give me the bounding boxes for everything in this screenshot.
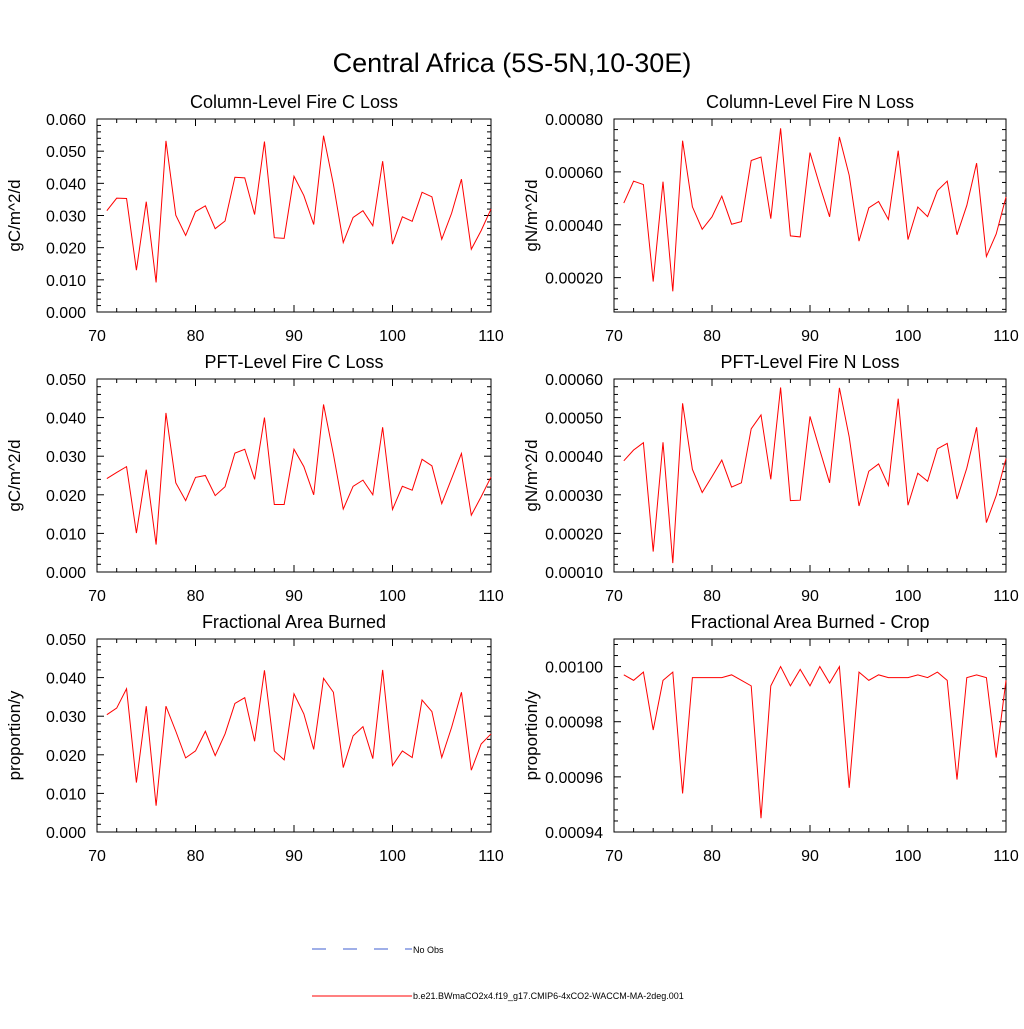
legend-label-model: b.e21.BWmaCO2x4.f19_g17.CMIP6-4xCO2-WACC… [413, 991, 684, 1001]
x-tick-label: 80 [703, 588, 721, 605]
y-tick-label: 0.050 [46, 144, 86, 161]
series-line [106, 135, 492, 283]
y-tick-label: 0.020 [46, 241, 86, 258]
panel-title: PFT-Level Fire N Loss [720, 352, 899, 372]
series-line [106, 404, 492, 545]
x-tick-label: 110 [478, 848, 504, 865]
x-tick-label: 90 [801, 588, 819, 605]
y-tick-label: 0.00094 [545, 825, 603, 842]
y-tick-label: 0.040 [46, 176, 86, 193]
y-tick-label: 0.040 [46, 671, 86, 688]
y-tick-label: 0.030 [46, 449, 86, 466]
x-tick-label: 100 [379, 588, 406, 605]
series-line [623, 128, 1007, 292]
y-tick-label: 0.010 [46, 526, 86, 543]
panel-title: Fractional Area Burned [202, 612, 386, 632]
chart-panel-2: 70 80 90 100 110 0.00020 0.00040 0.00060 0.00080… [522, 92, 1019, 345]
y-tick-label: 0.020 [46, 488, 86, 505]
series-line [623, 387, 1007, 564]
y-axis-label: gN/m^2/d [522, 179, 541, 251]
x-tick-label: 110 [478, 328, 504, 345]
panel-title: Column-Level Fire C Loss [190, 92, 398, 112]
y-tick-label: 0.00050 [545, 411, 603, 428]
x-tick-label: 90 [285, 848, 303, 865]
x-tick-label: 110 [993, 588, 1019, 605]
y-tick-label: 0.000 [46, 565, 86, 582]
y-axis-label: proportion/y [5, 690, 24, 780]
plot-frame [96, 118, 492, 313]
y-tick-label: 0.020 [46, 748, 86, 765]
x-tick-label: 70 [88, 328, 106, 345]
y-tick-label: 0.00030 [545, 488, 603, 505]
figure-title: Central Africa (5S-5N,10-30E) [333, 48, 692, 78]
plot-frame [613, 638, 1007, 833]
x-tick-label: 70 [605, 588, 623, 605]
series-line [106, 669, 492, 806]
legend-label-no-obs: No Obs [413, 945, 444, 955]
y-tick-label: 0.00020 [545, 271, 603, 288]
y-tick-label: 0.00040 [545, 218, 603, 235]
chart-panel-3: 70 80 90 100 110 0.000 0.010 0.020 0.030 0.040 0.0… [5, 352, 504, 605]
y-tick-label: 0.010 [46, 273, 86, 290]
chart-panel-1: 70 80 90 100 110 0.000 0.010 0.020 0.030 0.040 0.0… [5, 92, 504, 345]
x-tick-label: 100 [895, 328, 922, 345]
y-tick-label: 0.030 [46, 209, 86, 226]
y-tick-label: 0.010 [46, 786, 86, 803]
y-tick-label: 0.040 [46, 411, 86, 428]
x-tick-label: 90 [801, 328, 819, 345]
panel-title: PFT-Level Fire C Loss [204, 352, 383, 372]
y-tick-label: 0.00020 [545, 526, 603, 543]
y-axis-label: gN/m^2/d [522, 439, 541, 511]
y-tick-label: 0.00040 [545, 449, 603, 466]
y-tick-label: 0.050 [46, 632, 86, 649]
x-tick-label: 110 [993, 848, 1019, 865]
y-tick-label: 0.000 [46, 825, 86, 842]
panel-title: Column-Level Fire N Loss [706, 92, 914, 112]
y-axis-label: proportion/y [522, 690, 541, 780]
x-tick-label: 90 [801, 848, 819, 865]
plot-frame [613, 378, 1007, 573]
y-tick-label: 0.00096 [545, 770, 603, 787]
y-tick-label: 0.00010 [545, 565, 603, 582]
series-line [623, 664, 1007, 819]
y-tick-label: 0.00060 [545, 165, 603, 182]
x-tick-label: 100 [379, 328, 406, 345]
x-tick-label: 80 [187, 588, 205, 605]
y-tick-label: 0.00080 [545, 112, 603, 129]
x-tick-label: 100 [379, 848, 406, 865]
x-tick-label: 90 [285, 328, 303, 345]
x-tick-label: 80 [703, 848, 721, 865]
y-tick-label: 0.030 [46, 709, 86, 726]
legend: No Obs b.e21.BWmaCO2x4.f19_g17.CMIP6-4xCO… [312, 945, 684, 1001]
y-axis-label: gC/m^2/d [5, 179, 24, 251]
y-tick-label: 0.050 [46, 372, 86, 389]
x-tick-label: 80 [703, 328, 721, 345]
panel-title: Fractional Area Burned - Crop [690, 612, 929, 632]
x-tick-label: 100 [895, 588, 922, 605]
x-tick-label: 100 [895, 848, 922, 865]
x-tick-label: 80 [187, 848, 205, 865]
x-tick-label: 70 [605, 848, 623, 865]
x-tick-label: 70 [88, 588, 106, 605]
y-tick-label: 0.060 [46, 112, 86, 129]
x-tick-label: 70 [88, 848, 106, 865]
x-tick-label: 90 [285, 588, 303, 605]
x-tick-label: 110 [993, 328, 1019, 345]
chart-panel-6: 70 80 90 100 110 0.00094 0.00096 0.00098 0.00100… [522, 612, 1019, 865]
chart-panel-5: 70 80 90 100 110 0.000 0.010 0.020 0.030 0.040 0.0… [5, 612, 504, 865]
x-tick-label: 110 [478, 588, 504, 605]
y-tick-label: 0.00060 [545, 372, 603, 389]
x-tick-label: 80 [187, 328, 205, 345]
x-tick-label: 70 [605, 328, 623, 345]
y-tick-label: 0.00098 [545, 715, 603, 732]
y-axis-label: gC/m^2/d [5, 439, 24, 511]
chart-panel-4: 70 80 90 100 110 0.00010 0.00020 0.00030 0.00040… [522, 352, 1019, 605]
plot-frame [613, 118, 1007, 313]
y-tick-label: 0.00100 [545, 660, 603, 677]
y-tick-label: 0.000 [46, 305, 86, 322]
